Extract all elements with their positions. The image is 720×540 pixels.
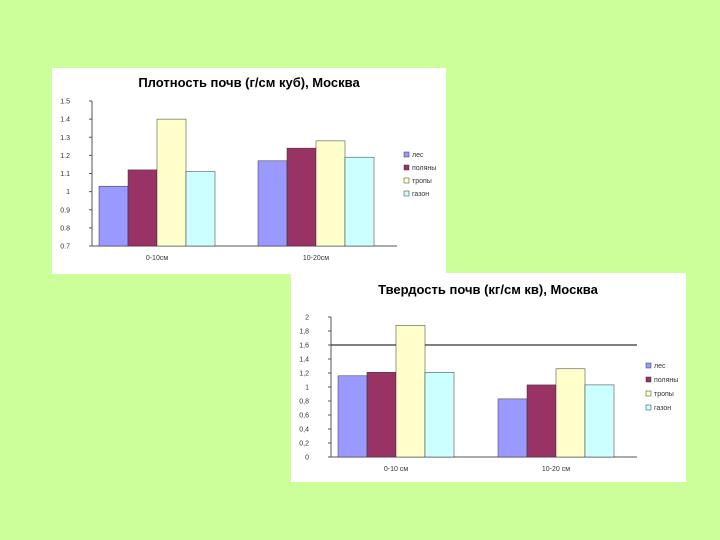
bar-газон-1 — [584, 384, 615, 458]
category-label: 10-20см — [303, 255, 329, 262]
y-tick-label: 1 — [66, 189, 70, 196]
legend-swatch — [403, 190, 410, 197]
bar-тропы-0 — [156, 118, 187, 247]
bar-поляны-0 — [366, 372, 397, 458]
legend-label: газон — [654, 405, 671, 412]
category-label: 0-10 см — [384, 466, 408, 473]
legend-swatch — [645, 376, 652, 383]
bar-лес-0 — [98, 185, 129, 247]
legend-label: газон — [412, 191, 429, 198]
bar-газон-0 — [185, 171, 216, 247]
legend-swatch — [403, 177, 410, 184]
y-tick-label: 1.3 — [60, 135, 70, 142]
chart-title: Твердость почв (кг/см кв), Москва — [378, 282, 598, 297]
category-label: 0-10см — [146, 255, 169, 262]
y-tick-label: 0 — [305, 455, 309, 462]
y-tick-label: 0.8 — [60, 225, 70, 232]
y-tick-label: 1,2 — [299, 371, 309, 378]
density-chart-panel: Плотность почв (г/см куб), Москва 0.7 0.8… — [52, 68, 446, 274]
legend-label: лес — [654, 363, 666, 370]
y-tick-label: 0,8 — [299, 399, 309, 406]
legend-label: поляны — [654, 377, 678, 384]
bar-тропы-1 — [315, 140, 346, 247]
bar-поляны-1 — [526, 384, 557, 458]
y-tick-label: 0,6 — [299, 413, 309, 420]
y-tick-label: 0.9 — [60, 207, 70, 214]
legend-swatch — [403, 151, 410, 158]
hardness-chart: Твердость почв (кг/см кв), Москва 0 0,2 0,… — [299, 282, 678, 473]
legend-label: лес — [412, 152, 424, 159]
legend-swatch — [645, 390, 652, 397]
y-tick-label: 1.1 — [60, 171, 70, 178]
density-chart: Плотность почв (г/см куб), Москва 0.7 0.8… — [60, 75, 436, 262]
bar-лес-0 — [337, 375, 368, 458]
y-tick-label: 1,4 — [299, 357, 309, 364]
bar-газон-1 — [344, 156, 375, 247]
bar-тропы-0 — [395, 325, 426, 458]
legend-swatch — [645, 404, 652, 411]
bar-тропы-1 — [555, 368, 586, 458]
y-tick-label: 1,6 — [299, 343, 309, 350]
legend-swatch — [645, 362, 652, 369]
y-tick-label: 1 — [305, 385, 309, 392]
chart-title: Плотность почв (г/см куб), Москва — [138, 75, 360, 90]
y-tick-label: 2 — [305, 315, 309, 322]
y-tick-label: 1.2 — [60, 153, 70, 160]
y-tick-label: 0,4 — [299, 427, 309, 434]
bar-лес-1 — [497, 398, 528, 458]
legend-label: поляны — [412, 165, 436, 172]
category-label: 10-20 см — [542, 466, 570, 473]
y-tick-label: 0,2 — [299, 441, 309, 448]
y-tick-label: 1.5 — [60, 99, 70, 106]
legend-swatch — [403, 164, 410, 171]
bar-поляны-1 — [286, 147, 317, 247]
legend-label: тропы — [654, 391, 674, 398]
y-tick-label: 1.4 — [60, 117, 70, 124]
y-tick-label: 0.7 — [60, 244, 70, 251]
bar-газон-0 — [424, 372, 455, 458]
hardness-chart-panel: Твердость почв (кг/см кв), Москва 0 0,2 0,… — [291, 273, 686, 482]
bar-лес-1 — [257, 160, 288, 247]
bar-поляны-0 — [127, 169, 158, 247]
y-tick-label: 1,8 — [299, 329, 309, 336]
legend-label: тропы — [412, 178, 432, 185]
